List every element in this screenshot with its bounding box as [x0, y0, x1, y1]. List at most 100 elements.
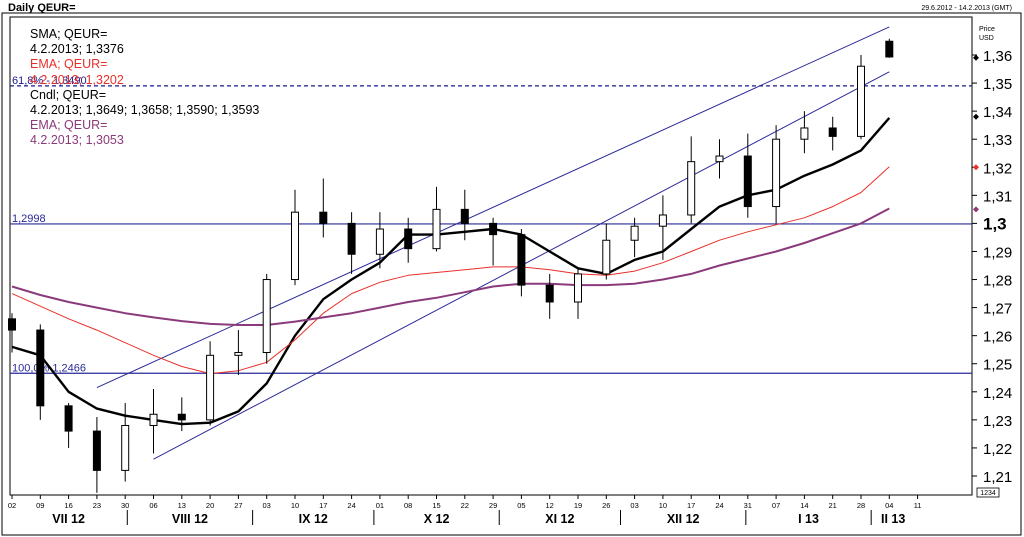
currency-label: USD	[979, 35, 994, 42]
candle-body-14	[404, 228, 413, 250]
legend-ema-red-value: 4.2.2013; 1,3202	[30, 72, 124, 87]
month-label-0: VII 12	[52, 512, 85, 526]
price-label: Price	[979, 26, 995, 33]
x-tick-label-19: 12	[546, 501, 554, 510]
chart-title: Daily QEUR=	[8, 2, 76, 14]
y-tick-label-7: 1,28	[983, 273, 1012, 290]
candle-body-13	[375, 228, 384, 255]
month-label-4: XI 12	[545, 512, 574, 526]
candle-body-26	[743, 155, 752, 208]
x-tick-label-21: 26	[602, 501, 610, 510]
last-value-marker-0	[973, 54, 979, 61]
candle-body-27	[772, 138, 781, 208]
x-tick-label-8: 27	[234, 501, 242, 510]
candle-body-21	[602, 239, 611, 275]
legend-sma-name: SMA; QEUR=	[30, 27, 108, 41]
series-line-1	[11, 166, 890, 375]
x-tick-label-29: 21	[829, 501, 837, 510]
y-tick-label-0: 1,21	[983, 469, 1012, 486]
candle-body-25	[715, 155, 724, 163]
price-axis-header: Price USD	[979, 25, 995, 43]
x-tick-label-2: 16	[64, 501, 72, 510]
candle-body-30	[857, 65, 865, 137]
x-tick-label-1: 09	[36, 501, 44, 510]
candle-body-12	[347, 222, 356, 255]
y-tick-label-12: 1,33	[983, 132, 1012, 149]
legend-ema-red-name: EMA; QEUR=	[30, 57, 108, 72]
legend-candle-value: 4.2.2013; 1,3649; 1,3658; 1,3590; 1,3593	[30, 103, 260, 118]
legend-ema-purple-name: EMA; QEUR=	[30, 118, 108, 133]
x-tick-label-28: 14	[800, 501, 808, 510]
candle-body-28	[800, 127, 809, 140]
y-tick-label-14: 1,35	[983, 76, 1012, 93]
month-label-5: XII 12	[667, 512, 700, 526]
candle-body-15	[432, 208, 441, 250]
candle-body-22	[630, 225, 639, 241]
candle-body-6	[177, 413, 186, 421]
candle-body-11	[319, 211, 328, 224]
y-tick-label-6: 1,27	[983, 301, 1012, 318]
month-label-6: I 13	[798, 512, 819, 526]
x-tick-label-4: 30	[121, 501, 129, 510]
candle-body-31	[885, 40, 894, 58]
x-tick-label-25: 24	[715, 501, 723, 510]
x-tick-label-5: 06	[149, 501, 157, 510]
y-tick-label-2: 1,23	[983, 413, 1012, 430]
y-tick-label-1: 1,22	[983, 441, 1012, 458]
x-tick-label-12: 24	[347, 501, 355, 510]
x-tick-label-16: 22	[461, 501, 469, 510]
candle-body-5	[149, 413, 158, 426]
indicator-legend: SMA; QEUR= 4.2.2013; 1,3376 EMA; QEUR= 4…	[30, 27, 259, 149]
legend-sma-value: 4.2.2013; 1,3376	[30, 42, 124, 57]
month-label-3: X 12	[424, 512, 450, 526]
x-tick-label-7: 20	[206, 501, 214, 510]
x-tick-label-9: 03	[263, 501, 271, 510]
y-tick-label-10: 1,31	[983, 188, 1012, 205]
x-tick-label-14: 08	[404, 501, 412, 510]
candle-body-7	[206, 354, 215, 421]
candle-body-20	[574, 273, 582, 303]
y-tick-label-4: 1,25	[983, 357, 1012, 374]
x-tick-label-13: 01	[376, 501, 384, 510]
x-tick-label-0: 02	[8, 501, 16, 510]
candle-body-4	[121, 424, 130, 471]
candle-body-2	[64, 405, 73, 432]
x-tick-label-22: 03	[630, 501, 638, 510]
x-tick-label-26: 31	[744, 501, 752, 510]
y-axis: 1,211,221,231,241,251,261,271,281,291,31…	[972, 48, 1012, 486]
x-tick-label-3: 23	[93, 501, 101, 510]
y-tick-label-3: 1,24	[983, 385, 1012, 402]
x-tick-label-32: 11	[914, 501, 922, 510]
candle-body-0	[8, 318, 16, 331]
x-tick-label-15: 15	[432, 501, 440, 510]
month-label-1: VIII 12	[172, 512, 208, 526]
plot-frame	[9, 16, 973, 496]
candle-body-16	[460, 208, 469, 224]
x-tick-label-30: 28	[857, 501, 865, 510]
y-tick-label-9: 1,3	[983, 214, 1007, 233]
x-tick-label-11: 17	[319, 501, 327, 510]
candles-layer	[8, 38, 894, 493]
candle-body-9	[262, 279, 271, 354]
x-tick-label-24: 17	[687, 501, 695, 510]
y-tick-label-15: 1,36	[983, 48, 1012, 65]
candle-body-3	[92, 430, 101, 471]
x-tick-label-27: 07	[772, 501, 780, 510]
legend-ema-purple-value: 4.2.2013; 1,3053	[30, 133, 124, 148]
candle-body-19	[545, 284, 554, 303]
hline-label-0: 61,8% - 1,3490	[12, 75, 87, 87]
x-tick-label-6: 13	[178, 501, 186, 510]
month-label-2: IX 12	[299, 512, 328, 526]
x-axis: 02 09 16 23 30 06 13 20 27 03 10 17 24 01 08 15 22 29 05 12…	[8, 487, 1000, 526]
x-tick-label-20: 19	[574, 501, 582, 510]
x-tick-label-10: 10	[291, 501, 299, 510]
x-tick-label-17: 29	[489, 501, 497, 510]
x-tick-label-18: 05	[517, 501, 525, 510]
candle-body-17	[489, 222, 498, 236]
date-range: 29.6.2012 - 14.2.2013 (GMT)	[921, 5, 1012, 12]
legend-candle-name: Cndl; QEUR=	[30, 87, 107, 102]
chart-outer-frame	[1, 12, 1022, 536]
y-tick-label-8: 1,29	[983, 244, 1012, 261]
corner-label: 1234	[980, 490, 996, 497]
